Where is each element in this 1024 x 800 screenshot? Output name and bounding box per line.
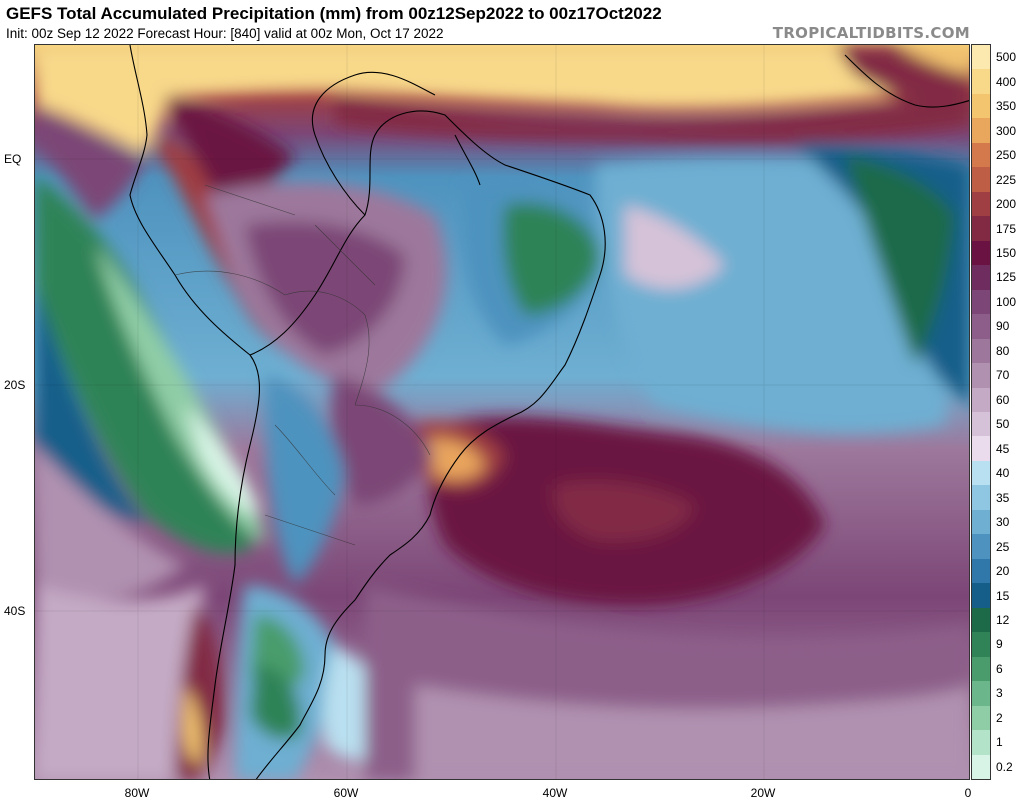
colorbar-label: 40 <box>996 466 1010 481</box>
forecast-info: Init: 00z Sep 12 2022 Forecast Hour: [84… <box>6 26 444 41</box>
colorbar-label: 6 <box>996 661 1003 676</box>
colorbar-segment <box>972 412 990 437</box>
colorbar-segment <box>972 705 990 731</box>
colorbar-label: 250 <box>996 148 1017 163</box>
colorbar-label: 2 <box>996 710 1003 725</box>
colorbar-segment <box>972 509 990 535</box>
colorbar-segment <box>972 363 990 389</box>
colorbar-label: 15 <box>996 588 1010 603</box>
colorbar-segment <box>972 436 990 462</box>
y-tick-eq: EQ <box>4 152 22 166</box>
x-tick-60w: 60W <box>333 786 359 800</box>
colorbar-label: 9 <box>996 637 1003 652</box>
colorbar-label: 70 <box>996 368 1010 383</box>
colorbar-label: 50 <box>996 417 1010 432</box>
colorbar-segment <box>972 265 990 291</box>
colorbar-segment <box>972 583 990 609</box>
colorbar-label: 125 <box>996 270 1017 285</box>
colorbar-segment <box>972 93 990 119</box>
colorbar-segment <box>972 681 990 707</box>
precip-map <box>34 44 970 780</box>
colorbar-segment <box>972 460 990 486</box>
colorbar-segment <box>972 607 990 633</box>
precip-contours <box>35 45 969 779</box>
colorbar-label: 80 <box>996 343 1010 358</box>
colorbar-label: 200 <box>996 197 1017 212</box>
colorbar-label: 1 <box>996 735 1003 750</box>
precip-map-canvas <box>35 45 969 779</box>
colorbar-segment <box>972 558 990 584</box>
colorbar-segment <box>972 485 990 511</box>
colorbar-segment <box>972 534 990 560</box>
colorbar-label: 0.2 <box>996 759 1013 774</box>
graticule <box>35 45 969 779</box>
colorbar-label: 150 <box>996 245 1017 260</box>
x-tick-80w: 80W <box>124 786 150 800</box>
colorbar-segment <box>972 69 990 95</box>
country-borders <box>174 184 431 546</box>
colorbar-label: 20 <box>996 564 1010 579</box>
precip-colorbar <box>971 44 991 780</box>
colorbar-segment <box>972 118 990 144</box>
colorbar-label: 25 <box>996 539 1010 554</box>
y-tick-40s: 40S <box>4 604 26 618</box>
colorbar-label: 300 <box>996 123 1017 138</box>
colorbar-segment <box>972 167 990 193</box>
x-tick-0: 0 <box>964 786 972 800</box>
colorbar-segment <box>972 191 990 217</box>
site-brand: TROPICALTIDBITS.COM <box>772 24 970 42</box>
colorbar-label: 12 <box>996 612 1010 627</box>
colorbar-label: 400 <box>996 74 1017 89</box>
coastlines <box>129 45 969 779</box>
colorbar-segment <box>972 387 990 413</box>
colorbar-label: 35 <box>996 490 1010 505</box>
colorbar-segment <box>972 289 990 315</box>
colorbar-segment <box>972 338 990 364</box>
colorbar-segment <box>972 45 990 70</box>
colorbar-segment <box>972 142 990 168</box>
colorbar-label: 100 <box>996 294 1017 309</box>
colorbar-segment <box>972 240 990 266</box>
colorbar-segment <box>972 656 990 682</box>
colorbar-label: 500 <box>996 50 1017 65</box>
colorbar-label: 175 <box>996 221 1017 236</box>
colorbar-label: 90 <box>996 319 1010 334</box>
colorbar-label: 3 <box>996 686 1003 701</box>
colorbar-segment <box>972 730 990 756</box>
colorbar-label: 225 <box>996 172 1017 187</box>
y-tick-20s: 20S <box>4 378 26 392</box>
colorbar-segment <box>972 632 990 658</box>
colorbar-label: 45 <box>996 441 1010 456</box>
x-tick-20w: 20W <box>750 786 776 800</box>
colorbar-label: 30 <box>996 515 1010 530</box>
x-tick-40w: 40W <box>542 786 568 800</box>
colorbar-segment <box>972 754 990 780</box>
colorbar-label: 350 <box>996 99 1017 114</box>
page-title: GEFS Total Accumulated Precipitation (mm… <box>6 4 662 23</box>
colorbar-label: 60 <box>996 392 1010 407</box>
colorbar-segment <box>972 216 990 242</box>
colorbar-segment <box>972 314 990 340</box>
